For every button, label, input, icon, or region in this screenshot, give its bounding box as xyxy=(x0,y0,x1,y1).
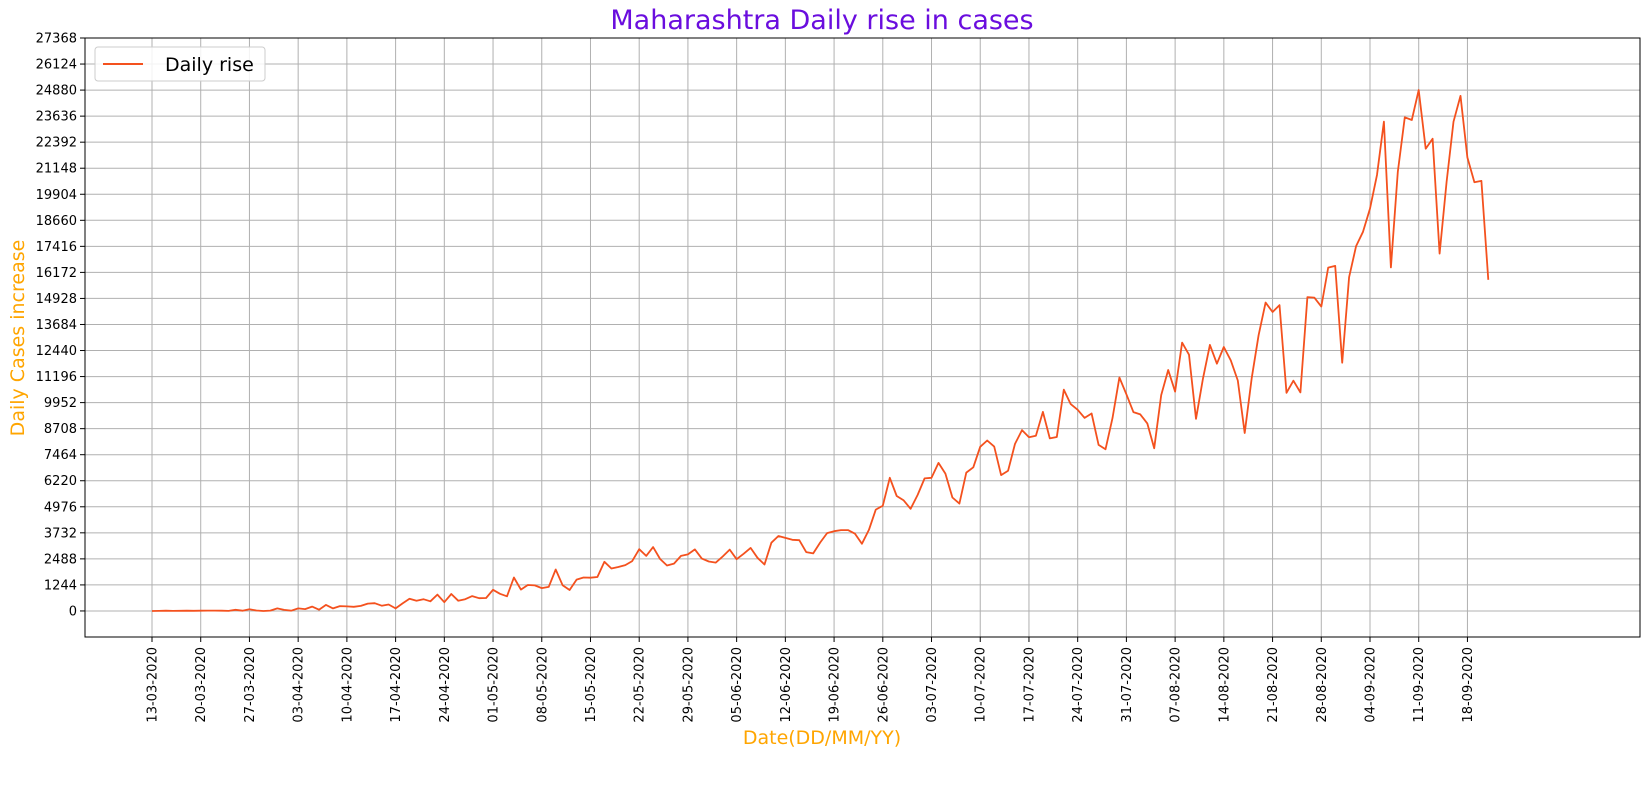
y-tick-label: 11196 xyxy=(36,370,77,385)
x-tick-label: 14-08-2020 xyxy=(1217,647,1232,723)
x-tick-label: 01-05-2020 xyxy=(487,647,502,723)
y-tick-label: 14928 xyxy=(36,292,77,307)
x-tick-label: 11-09-2020 xyxy=(1412,647,1427,723)
y-tick-label: 3732 xyxy=(44,526,77,541)
x-tick-label: 29-05-2020 xyxy=(681,647,696,723)
y-tick-label: 26124 xyxy=(36,58,77,73)
y-tick-label: 13684 xyxy=(36,318,77,333)
x-tick-label: 03-04-2020 xyxy=(292,647,307,723)
x-tick-label: 26-06-2020 xyxy=(876,647,891,723)
x-tick-label: 12-06-2020 xyxy=(779,647,794,723)
x-tick-label: 18-09-2020 xyxy=(1461,647,1476,723)
y-tick-label: 9952 xyxy=(44,396,77,411)
series-layer xyxy=(151,89,1490,612)
y-tick-label: 27368 xyxy=(36,32,77,47)
plot-frame xyxy=(84,37,1641,638)
x-tick-label: 10-04-2020 xyxy=(340,647,355,723)
y-axis-ticks: 0 1244 2488 3732 4976 6220 7464 8708 9952 11196 12… xyxy=(36,32,85,619)
y-tick-label: 12440 xyxy=(36,344,77,359)
x-axis-label: Date(DD/MM/YY) xyxy=(743,727,901,749)
x-axis-ticks: 13-03-2020 20-03-2020 27-03-2020 03-04-2020… xyxy=(146,637,1476,723)
y-tick-label: 7464 xyxy=(44,448,77,463)
legend-box xyxy=(94,46,266,82)
x-tick-label: 08-05-2020 xyxy=(535,647,550,723)
x-tick-label: 20-03-2020 xyxy=(194,647,209,723)
y-tick-label: 24880 xyxy=(36,84,77,99)
y-tick-label: 1244 xyxy=(44,578,77,593)
y-axis-label: Daily Cases increase xyxy=(7,240,29,437)
x-tick-label: 24-07-2020 xyxy=(1071,647,1086,723)
x-tick-label: 17-07-2020 xyxy=(1022,647,1037,723)
y-tick-label: 6220 xyxy=(44,474,77,489)
series-line-daily-rise xyxy=(151,89,1490,612)
x-tick-label: 13-03-2020 xyxy=(146,647,161,723)
y-tick-label: 4976 xyxy=(44,500,77,515)
y-tick-label: 16172 xyxy=(36,266,77,281)
x-tick-label: 31-07-2020 xyxy=(1120,647,1135,723)
legend-label: Daily rise xyxy=(165,54,254,76)
y-tick-label: 19904 xyxy=(36,188,77,203)
legend: Daily rise xyxy=(94,46,266,82)
x-tick-label: 15-05-2020 xyxy=(584,647,599,723)
x-tick-label: 04-09-2020 xyxy=(1364,647,1379,723)
x-tick-label: 19-06-2020 xyxy=(828,647,843,723)
x-tick-label: 24-04-2020 xyxy=(438,647,453,723)
plot-background xyxy=(85,38,1640,637)
y-tick-label: 18660 xyxy=(36,214,77,229)
x-tick-label: 27-03-2020 xyxy=(243,647,258,723)
x-tick-label: 17-04-2020 xyxy=(389,647,404,723)
x-tick-label: 10-07-2020 xyxy=(974,647,989,723)
y-tick-label: 17416 xyxy=(36,240,77,255)
y-tick-label: 8708 xyxy=(44,422,77,437)
y-tick-label: 22392 xyxy=(36,136,77,151)
x-tick-label: 03-07-2020 xyxy=(925,647,940,723)
x-tick-label: 21-08-2020 xyxy=(1266,647,1281,723)
x-tick-label: 22-05-2020 xyxy=(633,647,648,723)
y-tick-label: 23636 xyxy=(36,110,77,125)
x-tick-label: 07-08-2020 xyxy=(1169,647,1184,723)
x-tick-label: 05-06-2020 xyxy=(730,647,745,723)
y-tick-label: 2488 xyxy=(44,552,77,567)
y-tick-label: 21148 xyxy=(36,162,77,177)
chart-title: Maharashtra Daily rise in cases xyxy=(610,5,1033,36)
y-tick-label: 0 xyxy=(69,604,77,619)
x-tick-label: 28-08-2020 xyxy=(1315,647,1330,723)
